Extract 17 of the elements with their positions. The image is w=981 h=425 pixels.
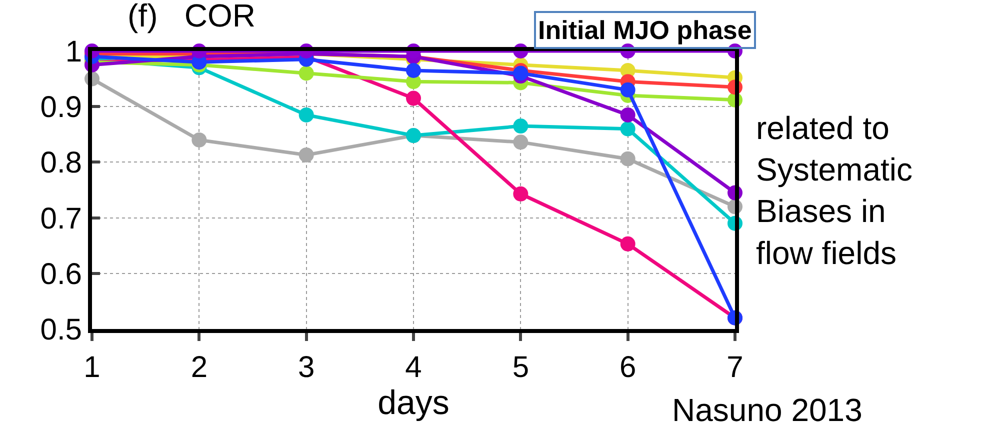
y-tick-label: 0.9 [40, 91, 82, 124]
y-tick-label: 0.5 [40, 314, 82, 346]
x-tick-label: 3 [298, 351, 315, 384]
x-tick-label: 7 [726, 351, 744, 384]
y-tick-label: 0.6 [40, 258, 82, 291]
y-tick-label: 0.7 [40, 202, 82, 236]
x-tick-label: 5 [512, 351, 530, 384]
text: related to Systematic Biases in flow fields [756, 110, 912, 271]
x-tick-label: 4 [405, 351, 422, 384]
text: Nasuno 2013 [672, 392, 862, 425]
x-tick-label: 2 [190, 351, 208, 384]
text: Initial MJO phase [538, 15, 752, 45]
y-tick-label: 0.8 [40, 146, 82, 180]
x-axis-title: days [378, 384, 450, 422]
x-tick-label: 6 [619, 351, 636, 384]
chart-title: (f) COR [128, 0, 256, 34]
y-tick-label: 1 [65, 36, 82, 68]
